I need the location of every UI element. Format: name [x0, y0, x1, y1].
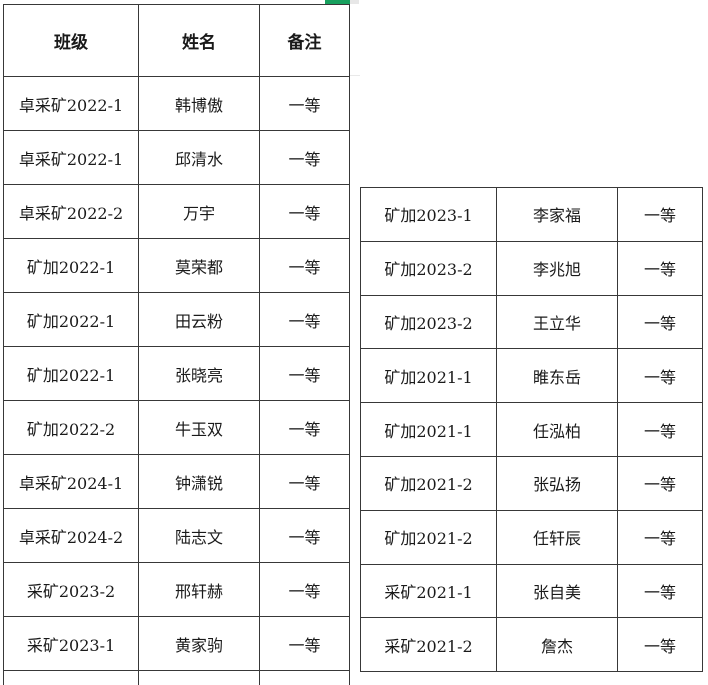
cell-remark[interactable]: 一等 [259, 346, 350, 401]
cell-class[interactable]: 矿加2023-2 [360, 240, 497, 296]
cell-remark[interactable]: 一等 [617, 455, 703, 511]
cell-name[interactable]: 田云粉 [138, 292, 260, 347]
cell-class[interactable]: 矿加2021-1 [360, 348, 497, 404]
cell-class[interactable]: 矿加2022-2 [3, 400, 139, 455]
cell-name[interactable]: 万宇 [138, 184, 260, 239]
cell-name[interactable]: 邱清水 [138, 130, 260, 185]
cell-remark[interactable]: 一等 [259, 454, 350, 509]
table-row: 采矿2021-2 詹杰 一等 [360, 617, 703, 673]
cell-class[interactable]: 卓采矿2024-2 [3, 508, 139, 563]
table-row [3, 670, 350, 685]
award-table-right-body: 矿加2023-1 李家福 一等 矿加2023-2 李兆旭 一等 矿加2023-2 王立华 一等矿… [360, 187, 703, 673]
cell-remark[interactable]: 一等 [259, 130, 350, 185]
table-row: 矿加2021-2 张弘扬 一等 [360, 455, 703, 511]
cell-class[interactable]: 卓采矿2022-1 [3, 76, 139, 131]
cell-remark[interactable]: 一等 [259, 616, 350, 671]
table-row: 矿加2023-1 李家福 一等 [360, 187, 703, 242]
cell-class[interactable]: 矿加2021-2 [360, 509, 497, 565]
cell-remark[interactable]: 一等 [617, 563, 703, 619]
cell-class[interactable]: 采矿2023-2 [3, 562, 139, 617]
cell-remark[interactable]: 一等 [617, 402, 703, 457]
cell-name[interactable]: 詹杰 [496, 617, 618, 673]
table-row: 采矿2021-1 张自美 一等 [360, 563, 703, 619]
cell-remark[interactable] [259, 670, 350, 685]
cell-remark[interactable]: 一等 [259, 562, 350, 617]
cell-name[interactable]: 张自美 [496, 563, 618, 619]
table-row: 矿加2022-1 田云粉 一等 [3, 292, 350, 347]
selection-marker [325, 0, 350, 4]
cell-class[interactable]: 矿加2023-1 [360, 187, 497, 242]
header-cell-class[interactable]: 班级 [3, 4, 139, 77]
header-row: 班级 姓名 备注 [3, 4, 350, 77]
cell-class[interactable]: 矿加2023-2 [360, 294, 497, 350]
cell-name[interactable]: 李兆旭 [496, 240, 618, 296]
cell-class[interactable]: 矿加2022-1 [3, 238, 139, 293]
cell-name[interactable]: 陆志文 [138, 508, 260, 563]
cell-remark[interactable]: 一等 [617, 294, 703, 350]
header-cell-remark[interactable]: 备注 [259, 4, 350, 77]
cell-class[interactable]: 卓采矿2024-1 [3, 454, 139, 509]
table-row: 采矿2023-2 邢轩赫 一等 [3, 562, 350, 617]
cell-name[interactable]: 张晓亮 [138, 346, 260, 401]
cell-name[interactable]: 李家福 [496, 187, 618, 242]
cell-class[interactable]: 采矿2023-1 [3, 616, 139, 671]
cell-remark[interactable]: 一等 [259, 508, 350, 563]
cell-name[interactable]: 钟潇锐 [138, 454, 260, 509]
cell-name[interactable]: 牛玉双 [138, 400, 260, 455]
table-row: 卓采矿2022-2 万宇 一等 [3, 184, 350, 239]
cell-remark[interactable]: 一等 [259, 184, 350, 239]
cell-remark[interactable]: 一等 [617, 240, 703, 296]
cell-name[interactable]: 邢轩赫 [138, 562, 260, 617]
cell-name[interactable]: 任轩辰 [496, 509, 618, 565]
table-row: 矿加2022-2 牛玉双 一等 [3, 400, 350, 455]
cell-name[interactable]: 莫荣都 [138, 238, 260, 293]
cell-remark[interactable]: 一等 [259, 292, 350, 347]
cell-remark[interactable]: 一等 [617, 348, 703, 404]
gridline-stub-horizontal [348, 75, 360, 76]
table-row: 卓采矿2024-2 陆志文 一等 [3, 508, 350, 563]
cell-name[interactable]: 张弘扬 [496, 455, 618, 511]
table-row: 矿加2022-1 张晓亮 一等 [3, 346, 350, 401]
cell-name[interactable]: 黄家驹 [138, 616, 260, 671]
cell-class[interactable]: 卓采矿2022-2 [3, 184, 139, 239]
cell-class[interactable]: 采矿2021-2 [360, 617, 497, 673]
cell-remark[interactable]: 一等 [617, 187, 703, 242]
table-row: 矿加2023-2 王立华 一等 [360, 294, 703, 350]
cell-class[interactable]: 矿加2022-1 [3, 292, 139, 347]
award-table-left: 班级 姓名 备注 卓采矿2022-1 韩博傲 一等 卓采矿2022-1 邱清水 一等 卓采矿… [3, 4, 350, 685]
table-row: 卓采矿2024-1 钟潇锐 一等 [3, 454, 350, 509]
cell-remark[interactable]: 一等 [259, 400, 350, 455]
table-row: 卓采矿2022-1 韩博傲 一等 [3, 76, 350, 131]
table-row: 卓采矿2022-1 邱清水 一等 [3, 130, 350, 185]
cell-name[interactable]: 王立华 [496, 294, 618, 350]
cell-remark[interactable]: 一等 [617, 617, 703, 673]
cell-name[interactable]: 韩博傲 [138, 76, 260, 131]
award-table-left-header: 班级 姓名 备注 [3, 4, 350, 77]
cell-name[interactable]: 任泓柏 [496, 402, 618, 457]
table-row: 矿加2021-1 任泓柏 一等 [360, 402, 703, 457]
cell-class[interactable]: 采矿2021-1 [360, 563, 497, 619]
cell-class[interactable] [3, 670, 139, 685]
cell-class[interactable]: 矿加2021-1 [360, 402, 497, 457]
award-table-left-body: 卓采矿2022-1 韩博傲 一等 卓采矿2022-1 邱清水 一等 卓采矿2022-2 万宇一… [3, 76, 350, 685]
table-row: 矿加2022-1 莫荣都 一等 [3, 238, 350, 293]
table-row: 采矿2023-1 黄家驹 一等 [3, 616, 350, 671]
cell-remark[interactable]: 一等 [617, 509, 703, 565]
table-row: 矿加2021-1 睢东岳 一等 [360, 348, 703, 404]
cell-name[interactable]: 睢东岳 [496, 348, 618, 404]
award-table-right: 矿加2023-1 李家福 一等 矿加2023-2 李兆旭 一等 矿加2023-2 王立华 一等矿… [360, 187, 703, 673]
cell-remark[interactable]: 一等 [259, 238, 350, 293]
cell-class[interactable]: 卓采矿2022-1 [3, 130, 139, 185]
cell-name[interactable] [138, 670, 260, 685]
table-row: 矿加2023-2 李兆旭 一等 [360, 240, 703, 296]
cell-class[interactable]: 矿加2022-1 [3, 346, 139, 401]
cell-class[interactable]: 矿加2021-2 [360, 455, 497, 511]
header-cell-name[interactable]: 姓名 [138, 4, 260, 77]
table-row: 矿加2021-2 任轩辰 一等 [360, 509, 703, 565]
cell-remark[interactable]: 一等 [259, 76, 350, 131]
gridline-stub [350, 0, 359, 4]
